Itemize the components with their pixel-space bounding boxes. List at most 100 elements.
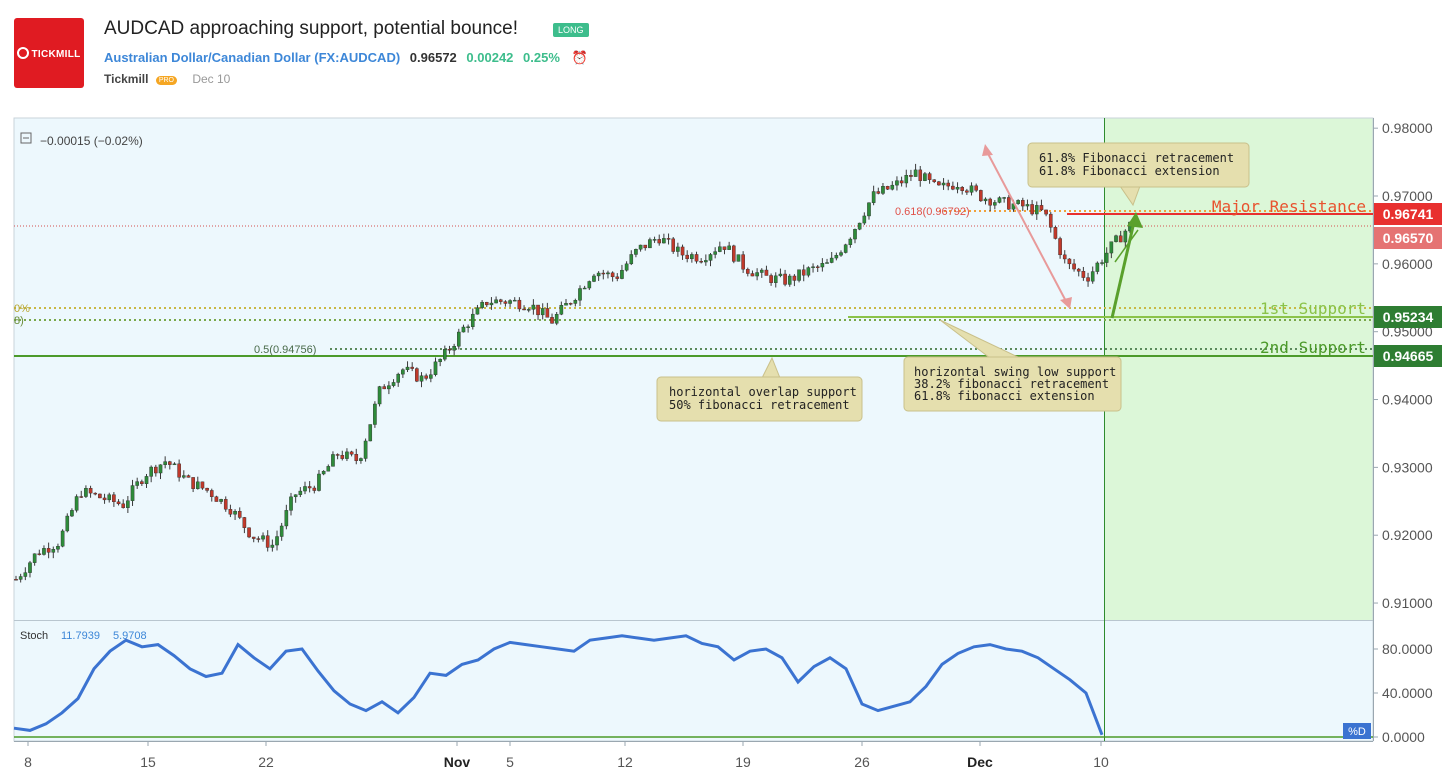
candle-body [177, 463, 181, 478]
candle-body [648, 239, 652, 249]
collapse-icon[interactable] [20, 132, 32, 144]
candle-body [736, 254, 741, 262]
candle-body [885, 186, 890, 190]
candle-body [480, 301, 484, 308]
candle-body [568, 303, 573, 305]
candle-body [373, 403, 377, 425]
time-axis[interactable]: 8 15 22 Nov 5 12 19 26 Dec 10 [24, 741, 1109, 770]
candle-body [1044, 209, 1048, 215]
candle-body [1118, 235, 1123, 243]
callout-line: 50% fibonacci retracement [669, 398, 850, 412]
symbol-name-link[interactable]: Australian Dollar/Canadian Dollar [104, 50, 311, 65]
candle-body [815, 266, 820, 268]
candle-body [489, 302, 494, 306]
stoch-tick-label: 40.0000 [1382, 685, 1433, 701]
callout-overlap-support: horizontal overlap support 50% fibonacci… [656, 356, 863, 422]
price-tick-label: 0.94000 [1382, 392, 1433, 408]
candle-body [615, 276, 620, 279]
candle-body [1081, 271, 1086, 278]
time-tick-label: 8 [24, 754, 32, 770]
callout-line: 61.8% Fibonacci retracement [1039, 151, 1234, 165]
candle-body [349, 451, 354, 455]
candle-body [223, 499, 228, 510]
candle-body [345, 451, 349, 459]
candle-body [144, 476, 149, 484]
candle-body [363, 440, 368, 459]
candle-body [839, 252, 843, 256]
candle-body [466, 326, 470, 328]
time-tick-label: Nov [444, 754, 471, 770]
candle-body [750, 273, 755, 277]
candle-body [209, 490, 214, 497]
candle-body [526, 309, 531, 311]
candle-body [354, 454, 359, 461]
candle-body [592, 275, 596, 282]
stoch-label: Stoch [20, 630, 48, 642]
candle-body [32, 553, 37, 563]
candle-body [638, 244, 643, 250]
candle-body [918, 169, 923, 181]
candle-body [233, 511, 237, 515]
candle-body [708, 254, 713, 261]
stoch-axis[interactable]: 80.0000 40.0000 0.0000 [1373, 641, 1433, 745]
candle-body [745, 268, 750, 274]
candle-body [1058, 238, 1062, 256]
fib-618-label: 0.618(0.96792) [895, 206, 970, 218]
candle-body [270, 544, 275, 548]
price-tick-label: 0.92000 [1382, 527, 1433, 543]
candle-body [1025, 204, 1030, 207]
candle-body [116, 501, 121, 505]
candle-body [606, 272, 610, 275]
candle-body [676, 246, 680, 252]
symbol-row: Australian Dollar/Canadian Dollar (FX:AU… [104, 50, 588, 66]
candle-body [382, 386, 387, 390]
candle-body [801, 269, 806, 276]
candle-body [564, 303, 568, 306]
candle-body [405, 366, 410, 370]
candle-body [927, 173, 932, 180]
candle-body [951, 185, 955, 190]
candle-body [415, 368, 419, 382]
price-label-text: 0.95234 [1383, 309, 1434, 325]
candle-body [974, 185, 978, 191]
candle-body [51, 549, 56, 553]
candle-body [98, 493, 102, 499]
candle-body [429, 374, 433, 379]
candle-body [18, 576, 23, 580]
candle-body [475, 307, 480, 315]
candle-body [335, 454, 340, 456]
symbol-change: 0.00242 [466, 50, 514, 65]
logo-text: TICKMILL [17, 46, 80, 60]
fib-extension-arrow [984, 147, 1069, 306]
candle-body [172, 463, 177, 466]
price-axis[interactable]: 0.980000.970000.960000.950000.940000.930… [1373, 120, 1433, 611]
price-labels: 0.96741 0.96570 0.95234 0.94665 [1374, 203, 1442, 367]
candle-body [624, 263, 629, 271]
candle-body [997, 197, 1002, 203]
candle-body [261, 535, 265, 540]
candle-body [93, 492, 98, 495]
candle-body [186, 475, 191, 478]
candle-body [666, 238, 671, 240]
candle-body [228, 509, 233, 515]
candle-body [834, 255, 839, 259]
candle-body [671, 238, 676, 252]
author-name[interactable]: Tickmill [104, 72, 149, 86]
candle-body [582, 287, 587, 290]
candle-body [1090, 271, 1095, 282]
candle-body [913, 169, 918, 177]
callout-line: 38.2% fibonacci retracement [914, 377, 1109, 391]
callout-line: 61.8% Fibonacci extension [1039, 164, 1220, 178]
alarm-clock-icon[interactable]: ⏰ [571, 50, 588, 65]
candle-body [387, 385, 391, 390]
time-tick-label: 5 [506, 754, 514, 770]
symbol-code-link[interactable]: (FX:AUDCAD) [314, 50, 401, 65]
candle-body [396, 373, 401, 383]
candle-body [359, 458, 363, 461]
candle-body [14, 579, 18, 581]
candle-body [531, 304, 536, 310]
candle-body [843, 244, 848, 253]
candle-body [1016, 200, 1020, 204]
candle-body [46, 548, 51, 553]
